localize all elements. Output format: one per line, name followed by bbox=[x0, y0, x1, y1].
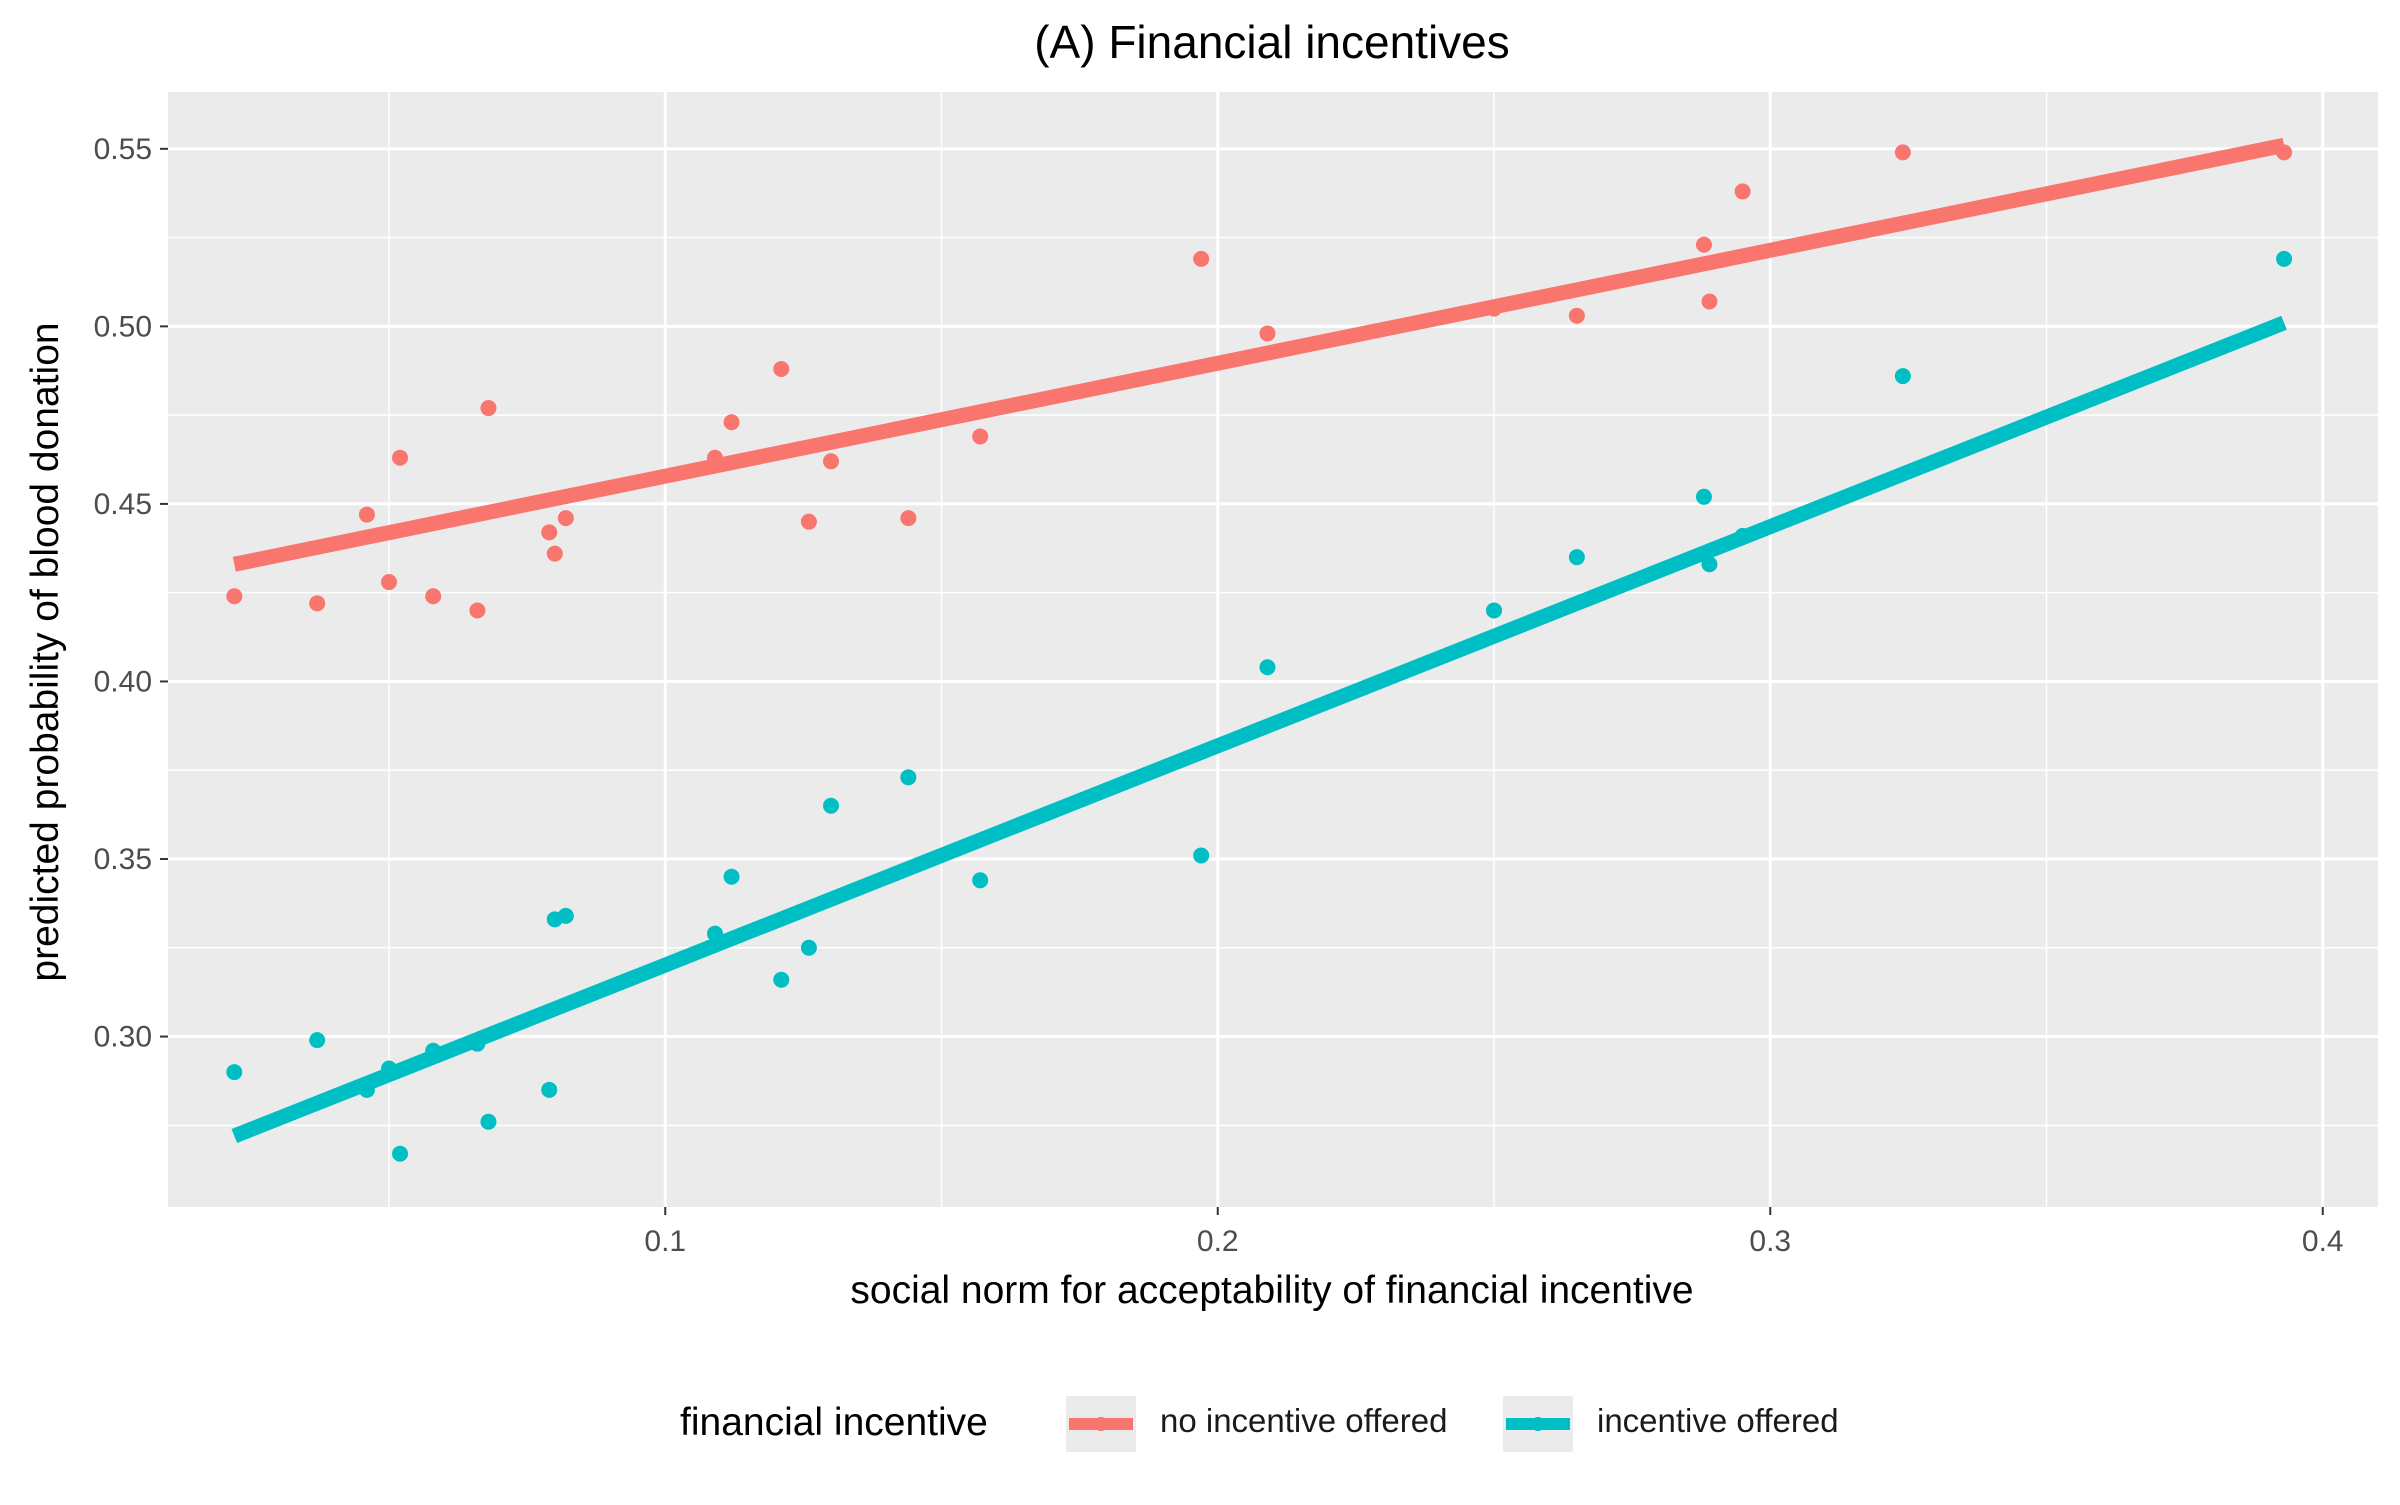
point-no-incentive bbox=[1568, 307, 1585, 324]
legend-label-incentive: incentive offered bbox=[1597, 1402, 1839, 1439]
fit-lines bbox=[231, 137, 2287, 1143]
point-incentive bbox=[823, 797, 839, 814]
y-tick-label: 0.40 bbox=[94, 665, 152, 698]
point-no-incentive bbox=[2276, 144, 2293, 161]
point-no-incentive bbox=[392, 449, 409, 466]
y-tick-label: 0.55 bbox=[94, 133, 152, 166]
y-tick-label: 0.45 bbox=[94, 488, 152, 521]
x-tick-label: 0.2 bbox=[1197, 1225, 1239, 1258]
point-no-incentive bbox=[557, 510, 574, 527]
legend-item-no-incentive: no incentive offered bbox=[1066, 1396, 1447, 1452]
point-no-incentive bbox=[541, 524, 558, 541]
legend-item-incentive: incentive offered bbox=[1503, 1396, 1839, 1452]
x-tick-label: 0.3 bbox=[1749, 1225, 1791, 1258]
fit-line-no-incentive bbox=[232, 137, 2286, 572]
point-incentive bbox=[723, 868, 740, 885]
point-no-incentive bbox=[1734, 183, 1751, 200]
point-no-incentive bbox=[706, 449, 723, 466]
y-tick-label: 0.35 bbox=[94, 843, 152, 876]
point-incentive bbox=[773, 971, 790, 988]
point-incentive bbox=[1695, 488, 1712, 505]
point-no-incentive bbox=[480, 400, 497, 417]
point-incentive bbox=[706, 925, 723, 942]
point-incentive bbox=[1701, 556, 1718, 573]
point-incentive bbox=[1568, 549, 1585, 566]
point-incentive bbox=[309, 1032, 326, 1049]
point-no-incentive bbox=[1486, 300, 1502, 317]
point-incentive bbox=[1734, 527, 1751, 544]
legend-key-point-no-incentive bbox=[1094, 1417, 1108, 1431]
x-axis: 0.1 0.2 0.3 0.4 bbox=[644, 1207, 2344, 1258]
y-axis-title: predicted probability of blood donation bbox=[24, 322, 67, 981]
data-points bbox=[226, 144, 2293, 1162]
point-incentive bbox=[972, 872, 989, 889]
point-incentive bbox=[480, 1113, 497, 1130]
point-no-incentive bbox=[1695, 236, 1712, 253]
x-tick-label: 0.4 bbox=[2302, 1225, 2344, 1258]
point-incentive bbox=[381, 1060, 397, 1077]
point-no-incentive bbox=[469, 602, 486, 619]
point-no-incentive bbox=[1894, 144, 1911, 161]
point-incentive bbox=[541, 1081, 558, 1098]
point-incentive bbox=[800, 939, 817, 956]
point-no-incentive bbox=[1193, 250, 1210, 267]
point-incentive bbox=[392, 1145, 409, 1162]
point-no-incentive bbox=[358, 506, 375, 523]
point-no-incentive bbox=[1259, 325, 1276, 342]
point-no-incentive bbox=[723, 414, 740, 431]
point-incentive bbox=[226, 1064, 243, 1081]
y-axis: 0.30 0.35 0.40 0.45 0.50 0.55 bbox=[94, 133, 168, 1054]
point-incentive bbox=[425, 1042, 442, 1059]
x-axis-title: social norm for acceptability of financi… bbox=[850, 1269, 1693, 1312]
point-no-incentive bbox=[773, 360, 790, 377]
y-tick-label: 0.30 bbox=[94, 1021, 152, 1054]
point-incentive bbox=[557, 907, 574, 924]
point-incentive bbox=[1894, 368, 1911, 385]
point-incentive bbox=[469, 1035, 486, 1052]
legend-title: financial incentive bbox=[680, 1401, 988, 1444]
point-no-incentive bbox=[800, 513, 817, 530]
point-incentive bbox=[1486, 602, 1502, 619]
point-no-incentive bbox=[381, 574, 397, 591]
point-incentive bbox=[1193, 847, 1210, 864]
point-no-incentive bbox=[309, 595, 326, 612]
chart-title: (A) Financial incentives bbox=[1034, 16, 1510, 68]
point-no-incentive bbox=[900, 510, 917, 527]
y-tick-label: 0.50 bbox=[94, 310, 152, 343]
fit-line-incentive bbox=[231, 315, 2287, 1143]
point-no-incentive bbox=[823, 453, 839, 470]
legend-key-point-incentive bbox=[1531, 1417, 1545, 1431]
point-incentive bbox=[900, 769, 917, 786]
point-no-incentive bbox=[1701, 293, 1718, 310]
point-incentive bbox=[1259, 659, 1276, 676]
point-no-incentive bbox=[226, 588, 243, 605]
point-no-incentive bbox=[972, 428, 989, 445]
point-no-incentive bbox=[546, 545, 563, 562]
x-tick-label: 0.1 bbox=[644, 1225, 686, 1258]
grid-minor bbox=[168, 92, 2378, 1207]
point-incentive bbox=[358, 1081, 375, 1098]
point-no-incentive bbox=[425, 588, 442, 605]
legend-label-no-incentive: no incentive offered bbox=[1160, 1402, 1447, 1439]
legend: financial incentive no incentive offered… bbox=[680, 1396, 1839, 1452]
point-incentive bbox=[2276, 250, 2293, 267]
